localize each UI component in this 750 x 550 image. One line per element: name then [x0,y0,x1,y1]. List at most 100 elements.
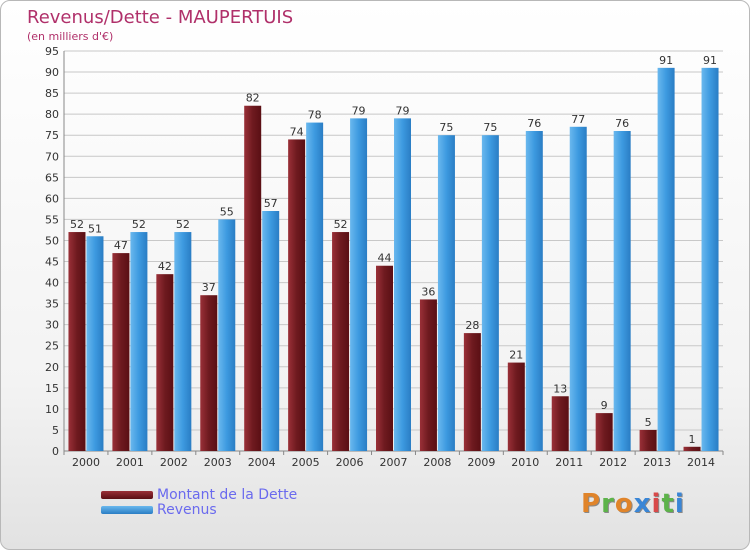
data-label-dette: 36 [421,285,435,298]
data-label-dette: 28 [465,319,479,332]
data-label-revenus: 76 [615,117,629,130]
y-tick-label: 35 [45,298,59,311]
bar-dette [595,413,613,451]
x-tick-label: 2014 [687,456,715,469]
y-tick-label: 65 [45,171,59,184]
data-label-revenus: 76 [527,117,541,130]
y-tick-label: 0 [52,445,59,458]
y-tick-label: 40 [45,277,59,290]
x-tick-label: 2011 [555,456,583,469]
x-tick-label: 2007 [380,456,408,469]
x-tick-label: 2013 [643,456,671,469]
x-tick-label: 2000 [72,456,100,469]
y-tick-label: 55 [45,213,59,226]
x-tick-label: 2004 [248,456,276,469]
data-label-revenus: 75 [483,121,497,134]
legend-item-revenus: Revenus [101,502,297,518]
legend-swatch-dette [101,490,153,499]
bar-revenus [525,131,543,451]
data-label-revenus: 51 [88,222,102,235]
bar-revenus [174,232,192,451]
x-tick-label: 2006 [336,456,364,469]
data-label-dette: 74 [290,125,304,138]
bar-revenus [306,122,324,451]
x-tick-label: 2008 [423,456,451,469]
x-tick-label: 2012 [599,456,627,469]
bar-revenus [86,236,104,451]
y-tick-label: 45 [45,256,59,269]
y-tick-label: 75 [45,129,59,142]
bar-dette [68,232,86,451]
y-tick-label: 50 [45,234,59,247]
bar-revenus [218,219,236,451]
proxiti-logo: Proxiti [581,489,685,519]
legend-label-dette: Montant de la Dette [157,486,298,503]
data-label-dette: 37 [202,281,216,294]
bar-dette [419,299,437,451]
data-label-revenus: 79 [396,104,410,117]
bar-dette [332,232,350,451]
y-tick-label: 25 [45,340,59,353]
y-tick-label: 10 [45,403,59,416]
bar-dette [288,139,306,451]
data-label-dette: 42 [158,260,172,273]
y-tick-label: 60 [45,192,59,205]
chart-subtitle: (en milliers d'€) [27,30,114,43]
data-label-dette: 5 [645,416,652,429]
bar-revenus [437,135,455,452]
bar-dette [376,265,393,451]
data-label-revenus: 91 [703,54,717,67]
bar-dette [683,446,701,451]
y-tick-label: 90 [45,66,59,79]
data-label-revenus: 52 [176,218,190,231]
bar-dette [244,105,262,451]
data-label-revenus: 75 [439,121,453,134]
bar-dette [463,333,481,451]
data-label-dette: 52 [70,218,84,231]
legend-swatch-revenus [101,505,153,514]
x-tick-label: 2010 [511,456,539,469]
bar-revenus [613,131,631,451]
y-tick-label: 70 [45,150,59,163]
data-label-dette: 1 [689,433,696,446]
data-label-revenus: 91 [659,54,673,67]
bar-dette [200,295,218,451]
bar-revenus [350,118,368,452]
bar-revenus [262,211,280,451]
bar-dette [551,396,569,451]
bar-revenus [481,135,499,452]
data-label-revenus: 77 [571,113,585,126]
x-tick-label: 2001 [116,456,144,469]
data-label-revenus: 55 [220,205,234,218]
legend: Montant de la Dette Revenus [101,486,298,518]
x-tick-label: 2009 [467,456,495,469]
data-label-revenus: 52 [132,218,146,231]
data-label-revenus: 79 [352,104,366,117]
data-label-dette: 44 [378,252,392,265]
bar-revenus [394,118,411,452]
bar-revenus [657,67,675,451]
x-tick-label: 2005 [292,456,320,469]
data-label-revenus: 57 [264,197,278,210]
bar-dette [507,362,525,451]
y-tick-label: 80 [45,108,59,121]
data-label-dette: 82 [246,92,260,105]
data-label-dette: 13 [553,382,567,395]
chart-title: Revenus/Dette - MAUPERTUIS [27,7,294,28]
data-label-revenus: 78 [308,109,322,122]
x-tick-label: 2002 [160,456,188,469]
bar-revenus [701,67,719,451]
data-label-dette: 47 [114,239,128,252]
y-tick-label: 5 [52,424,59,437]
x-tick-label: 2003 [204,456,232,469]
bar-dette [112,253,130,451]
data-label-dette: 52 [334,218,348,231]
data-label-dette: 21 [509,349,523,362]
y-tick-label: 95 [45,45,59,58]
bar-revenus [130,232,148,451]
bar-dette [639,429,657,451]
bar-revenus [569,126,587,451]
data-label-dette: 9 [601,399,608,412]
